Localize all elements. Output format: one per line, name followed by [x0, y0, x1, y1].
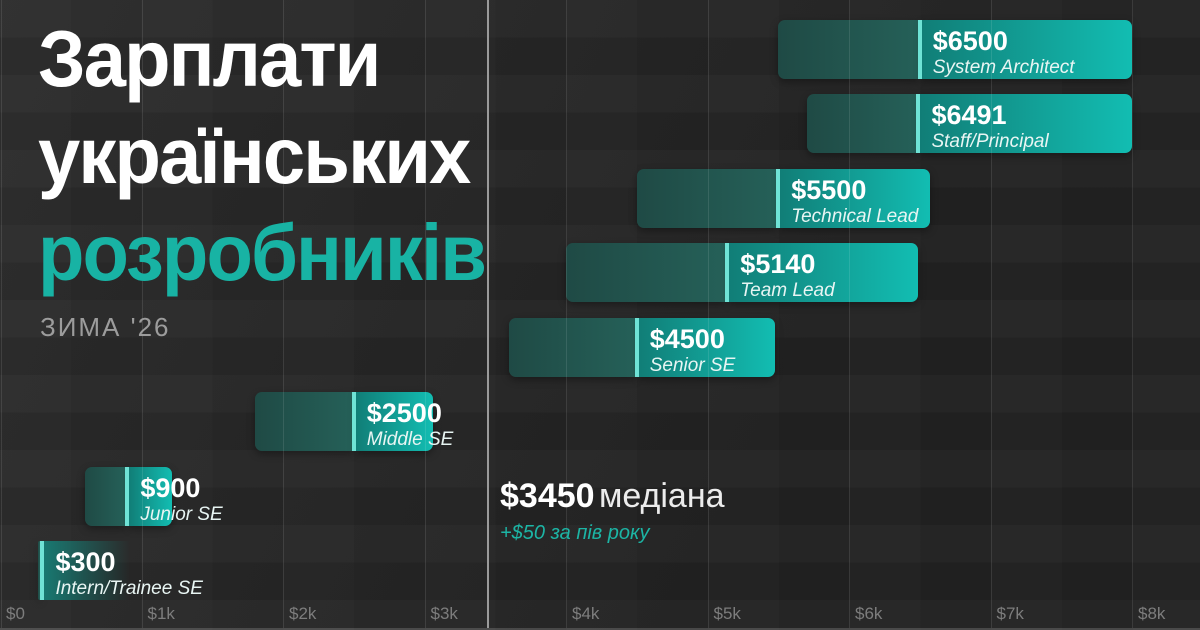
header: Зарплати українських розробників — [38, 10, 509, 301]
subtitle-season: ЗИМА '26 — [40, 312, 171, 342]
salary-bar-row: $5500 Technical Lead — [0, 168, 1200, 228]
salary-bar-row: $5140 Team Lead — [0, 243, 1200, 302]
axis-tick-label: $8k — [1138, 604, 1166, 623]
median-delta-note: +$50 за пів року — [500, 522, 650, 544]
bar-median-value: $5140 — [740, 249, 816, 279]
bar-median-divider — [125, 466, 130, 526]
bar-range-high-segment — [355, 392, 433, 451]
bar-median-divider — [351, 392, 356, 451]
bar-range-high-segment — [780, 168, 930, 228]
salary-bar-row: $900 Junior SE — [0, 466, 1200, 526]
bar-role-name: Intern/Trainee SE — [55, 578, 203, 599]
bar-range-high-segment — [129, 466, 172, 526]
bar-range-low-segment — [778, 19, 918, 79]
bar-median-value: $900 — [140, 472, 201, 503]
bar-role-name: Technical Lead — [791, 205, 919, 227]
axis-tick-label: $2k — [289, 604, 317, 623]
bar-median-value: $300 — [55, 547, 116, 577]
salary-bar-row: $300 Intern/Trainee SE — [0, 541, 1200, 600]
bar-median-value: $6491 — [931, 100, 1007, 130]
gridline — [1132, 0, 1133, 628]
bar-median-divider — [917, 19, 922, 79]
salary-bar-row: $4500 Senior SE — [0, 317, 1200, 377]
gridline — [707, 0, 709, 628]
bar-label: $2500 Middle SE — [367, 398, 454, 451]
bar-range-high-segment — [638, 317, 776, 377]
bar-label: $6500 System Architect — [933, 26, 1075, 79]
median-annotation: $3450 медіана +$50 за пів року — [500, 477, 725, 545]
bar-label: $5500 Technical Lead — [791, 175, 918, 228]
median-word: медіана — [599, 477, 725, 515]
gridline — [283, 0, 284, 628]
axis-tick-label: $6k — [855, 604, 883, 623]
gridline — [141, 0, 143, 628]
bar-label: $5140 Team Lead — [740, 249, 834, 302]
axis-tick-label: $0 — [6, 604, 25, 623]
bar-range-high-segment — [729, 243, 919, 302]
bar-range-high-segment — [921, 19, 1132, 79]
axis-tick-label: $7k — [996, 604, 1024, 623]
bar-median-value: $5500 — [791, 174, 867, 205]
bar-role-name: System Architect — [932, 56, 1075, 78]
median-annotation-line1: $3450 медіана — [500, 477, 725, 516]
bar-role-name: Middle SE — [366, 429, 454, 450]
axis-tick-label: $3k — [430, 604, 458, 623]
bar-median-divider — [725, 243, 730, 302]
gridline — [849, 0, 850, 628]
bar-range-low-segment — [566, 243, 726, 302]
bar-median-divider — [776, 168, 781, 228]
page-title: Зарплати українських розробників — [38, 10, 487, 301]
bar-median-value: $4500 — [649, 323, 725, 354]
bar-median-divider — [916, 94, 921, 153]
title-line-2: українських — [38, 111, 471, 200]
bar-role-name: Senior SE — [649, 354, 736, 376]
axis-tick-label: $4k — [572, 604, 600, 623]
bar-range-high-segment — [44, 541, 131, 600]
salary-bar-row: $6500 System Architect — [0, 19, 1200, 79]
bar-label: $6491 Staff/Principal — [931, 100, 1048, 153]
bar-range-low-segment — [806, 94, 917, 153]
bar-role-name: Team Lead — [740, 280, 835, 301]
gridline — [566, 0, 567, 628]
gridline — [0, 0, 2, 628]
median-value: $3450 — [500, 477, 595, 515]
title-line-1: Зарплати — [38, 14, 381, 103]
bar-label: $900 Junior SE — [140, 473, 222, 526]
axis-tick-label: $1k — [147, 604, 175, 623]
bar-median-divider — [40, 541, 45, 600]
bar-range-low-segment — [636, 168, 777, 228]
title-line-3-accent: розробників — [38, 208, 487, 297]
x-axis-baseline — [0, 628, 1200, 630]
bar-role-name: Junior SE — [140, 503, 223, 525]
bar-label: $300 Intern/Trainee SE — [55, 547, 203, 600]
gridline — [990, 0, 992, 628]
bar-range-low-segment — [84, 466, 126, 526]
axis-tick-label: $5k — [713, 604, 741, 623]
bar-range-low-segment — [38, 541, 41, 600]
gridline — [424, 0, 426, 628]
bar-median-divider — [634, 317, 639, 377]
salary-bar-row: $2500 Middle SE — [0, 392, 1200, 451]
bar-median-value: $2500 — [366, 398, 442, 428]
bar-label: $4500 Senior SE — [650, 324, 736, 377]
bar-range-high-segment — [920, 94, 1132, 153]
median-line — [487, 0, 490, 628]
bar-role-name: Staff/Principal — [931, 131, 1049, 152]
bar-range-low-segment — [254, 392, 352, 451]
salary-bar-row: $6491 Staff/Principal — [0, 94, 1200, 153]
bar-range-low-segment — [509, 317, 635, 377]
bar-median-value: $6500 — [932, 25, 1008, 56]
